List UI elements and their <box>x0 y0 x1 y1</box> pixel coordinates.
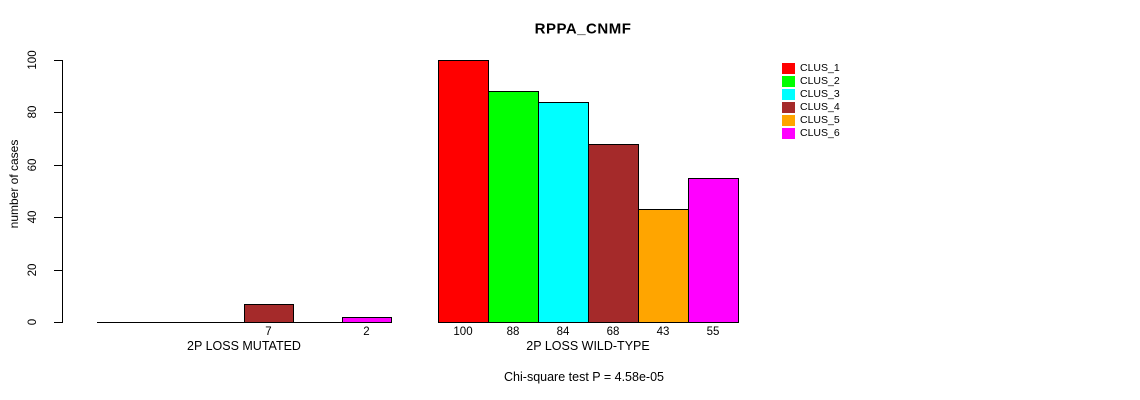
y-axis-tick-label: 20 <box>27 263 39 277</box>
bar-clus_1-group2 <box>438 60 489 323</box>
bar-clus_4-group2 <box>588 144 639 323</box>
legend-item-clus_5: CLUS_5 <box>782 114 840 127</box>
legend-color-swatch <box>782 115 795 126</box>
legend: CLUS_1 CLUS_2 CLUS_3 CLUS_4 CLUS_5 CLUS_6 <box>782 62 840 140</box>
y-axis-line <box>62 60 63 323</box>
group-label-mutated: 2P LOSS MUTATED <box>187 339 301 353</box>
legend-color-swatch <box>782 128 795 139</box>
y-axis-tick-label: 40 <box>27 210 39 224</box>
legend-color-swatch <box>782 102 795 113</box>
y-axis-tick <box>54 60 62 61</box>
legend-color-swatch <box>782 63 795 74</box>
chart-title: RPPA_CNMF <box>534 20 632 38</box>
legend-item-clus_4: CLUS_4 <box>782 101 840 114</box>
legend-label: CLUS_6 <box>800 127 840 139</box>
y-axis-tick-label: 0 <box>27 318 39 326</box>
y-axis-tick <box>54 270 62 271</box>
legend-label: CLUS_5 <box>800 114 840 126</box>
bar-value-label: 100 <box>453 326 473 338</box>
bar-value-label: 55 <box>706 326 720 338</box>
bar-value-label: 68 <box>606 326 620 338</box>
chi-square-test-text: Chi-square test P = 4.58e-05 <box>504 370 664 384</box>
bar-clus_6-group1 <box>342 317 392 323</box>
bar-value-label: 7 <box>265 326 272 338</box>
legend-color-swatch <box>782 76 795 87</box>
y-axis-tick <box>54 322 62 323</box>
group-label-wild-type: 2P LOSS WILD-TYPE <box>526 339 650 353</box>
y-axis-tick-label: 80 <box>27 105 39 119</box>
y-axis-tick-label: 60 <box>27 158 39 172</box>
bar-clus_5-group1-zero <box>293 322 343 323</box>
bar-value-label: 43 <box>656 326 670 338</box>
bar-clus_5-group2 <box>638 209 689 323</box>
legend-label: CLUS_3 <box>800 88 840 100</box>
y-axis-tick-label: 100 <box>27 50 39 70</box>
y-axis-label: number of cases <box>7 139 21 229</box>
legend-item-clus_1: CLUS_1 <box>782 62 840 75</box>
legend-item-clus_6: CLUS_6 <box>782 127 840 140</box>
bar-clus_2-group1-zero <box>146 322 196 323</box>
bar-value-label: 84 <box>556 326 570 338</box>
legend-label: CLUS_4 <box>800 101 840 113</box>
bar-value-label: 88 <box>506 326 520 338</box>
bar-clus_3-group2 <box>538 102 589 323</box>
legend-color-swatch <box>782 89 795 100</box>
legend-label: CLUS_1 <box>800 62 840 74</box>
bar-clus_2-group2 <box>488 91 539 323</box>
legend-item-clus_2: CLUS_2 <box>782 75 840 88</box>
bar-clus_1-group1-zero <box>97 322 147 323</box>
y-axis-tick <box>54 165 62 166</box>
bar-clus_4-group1 <box>244 304 294 323</box>
bar-clus_3-group1-zero <box>195 322 245 323</box>
legend-label: CLUS_2 <box>800 75 840 87</box>
legend-item-clus_3: CLUS_3 <box>782 88 840 101</box>
y-axis-tick <box>54 217 62 218</box>
bar-value-label: 2 <box>363 326 370 338</box>
bar-clus_6-group2 <box>688 178 739 323</box>
y-axis-tick <box>54 112 62 113</box>
